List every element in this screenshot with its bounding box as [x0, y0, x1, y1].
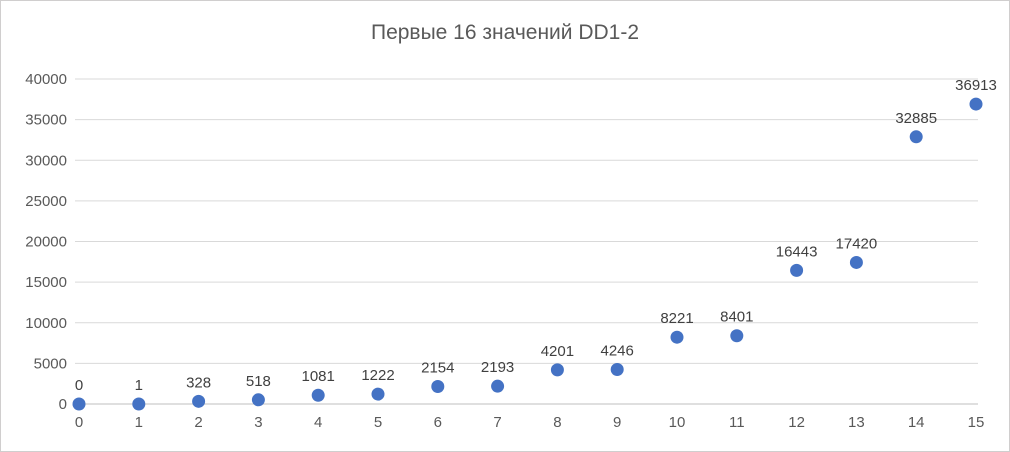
data-point — [730, 329, 744, 343]
x-tick-label: 0 — [75, 414, 83, 431]
x-tick-label: 1 — [135, 414, 143, 431]
x-tick-label: 13 — [848, 414, 865, 431]
data-label: 16443 — [776, 243, 818, 260]
y-tick-label: 30000 — [25, 152, 67, 169]
data-point — [550, 363, 564, 377]
data-label: 4246 — [601, 343, 634, 360]
data-label: 1 — [135, 377, 143, 394]
data-label: 1081 — [302, 368, 335, 385]
y-tick-label: 15000 — [25, 274, 67, 291]
data-point — [132, 397, 146, 411]
data-label: 8221 — [660, 310, 693, 327]
y-tick-label: 25000 — [25, 193, 67, 210]
y-tick-label: 40000 — [25, 71, 67, 88]
data-label: 2154 — [421, 359, 454, 376]
data-point — [849, 255, 863, 269]
data-label: 17420 — [836, 235, 878, 252]
x-tick-label: 12 — [788, 414, 805, 431]
data-label: 328 — [186, 374, 211, 391]
x-tick-label: 14 — [908, 414, 925, 431]
y-tick-label: 0 — [59, 396, 67, 413]
y-tick-label: 35000 — [25, 112, 67, 129]
data-label: 0 — [75, 377, 83, 394]
x-tick-label: 15 — [968, 414, 985, 431]
data-point — [491, 379, 505, 393]
data-label: 8401 — [720, 309, 753, 326]
data-point — [431, 379, 445, 393]
y-tick-label: 20000 — [25, 234, 67, 251]
x-tick-label: 9 — [613, 414, 621, 431]
data-point — [72, 397, 86, 411]
data-point — [251, 393, 265, 407]
y-tick-label: 10000 — [25, 315, 67, 332]
data-point — [790, 263, 804, 277]
x-tick-label: 4 — [314, 414, 322, 431]
data-point — [371, 387, 385, 401]
x-tick-label: 5 — [374, 414, 382, 431]
data-point — [192, 394, 206, 408]
data-label: 4201 — [541, 343, 574, 360]
data-point — [969, 97, 983, 111]
data-label: 2193 — [481, 359, 514, 376]
x-tick-label: 7 — [493, 414, 501, 431]
data-label: 1222 — [361, 367, 394, 384]
data-label: 36913 — [955, 77, 997, 94]
y-tick-label: 5000 — [34, 355, 67, 372]
x-tick-label: 10 — [669, 414, 686, 431]
x-tick-label: 8 — [553, 414, 561, 431]
data-point — [909, 130, 923, 144]
x-tick-label: 6 — [434, 414, 442, 431]
data-label: 32885 — [895, 110, 937, 127]
x-tick-label: 3 — [254, 414, 262, 431]
data-point — [610, 363, 624, 377]
x-tick-label: 2 — [194, 414, 202, 431]
data-label: 518 — [246, 373, 271, 390]
data-point — [670, 330, 684, 344]
data-point — [311, 388, 325, 402]
x-tick-label: 11 — [729, 414, 745, 431]
